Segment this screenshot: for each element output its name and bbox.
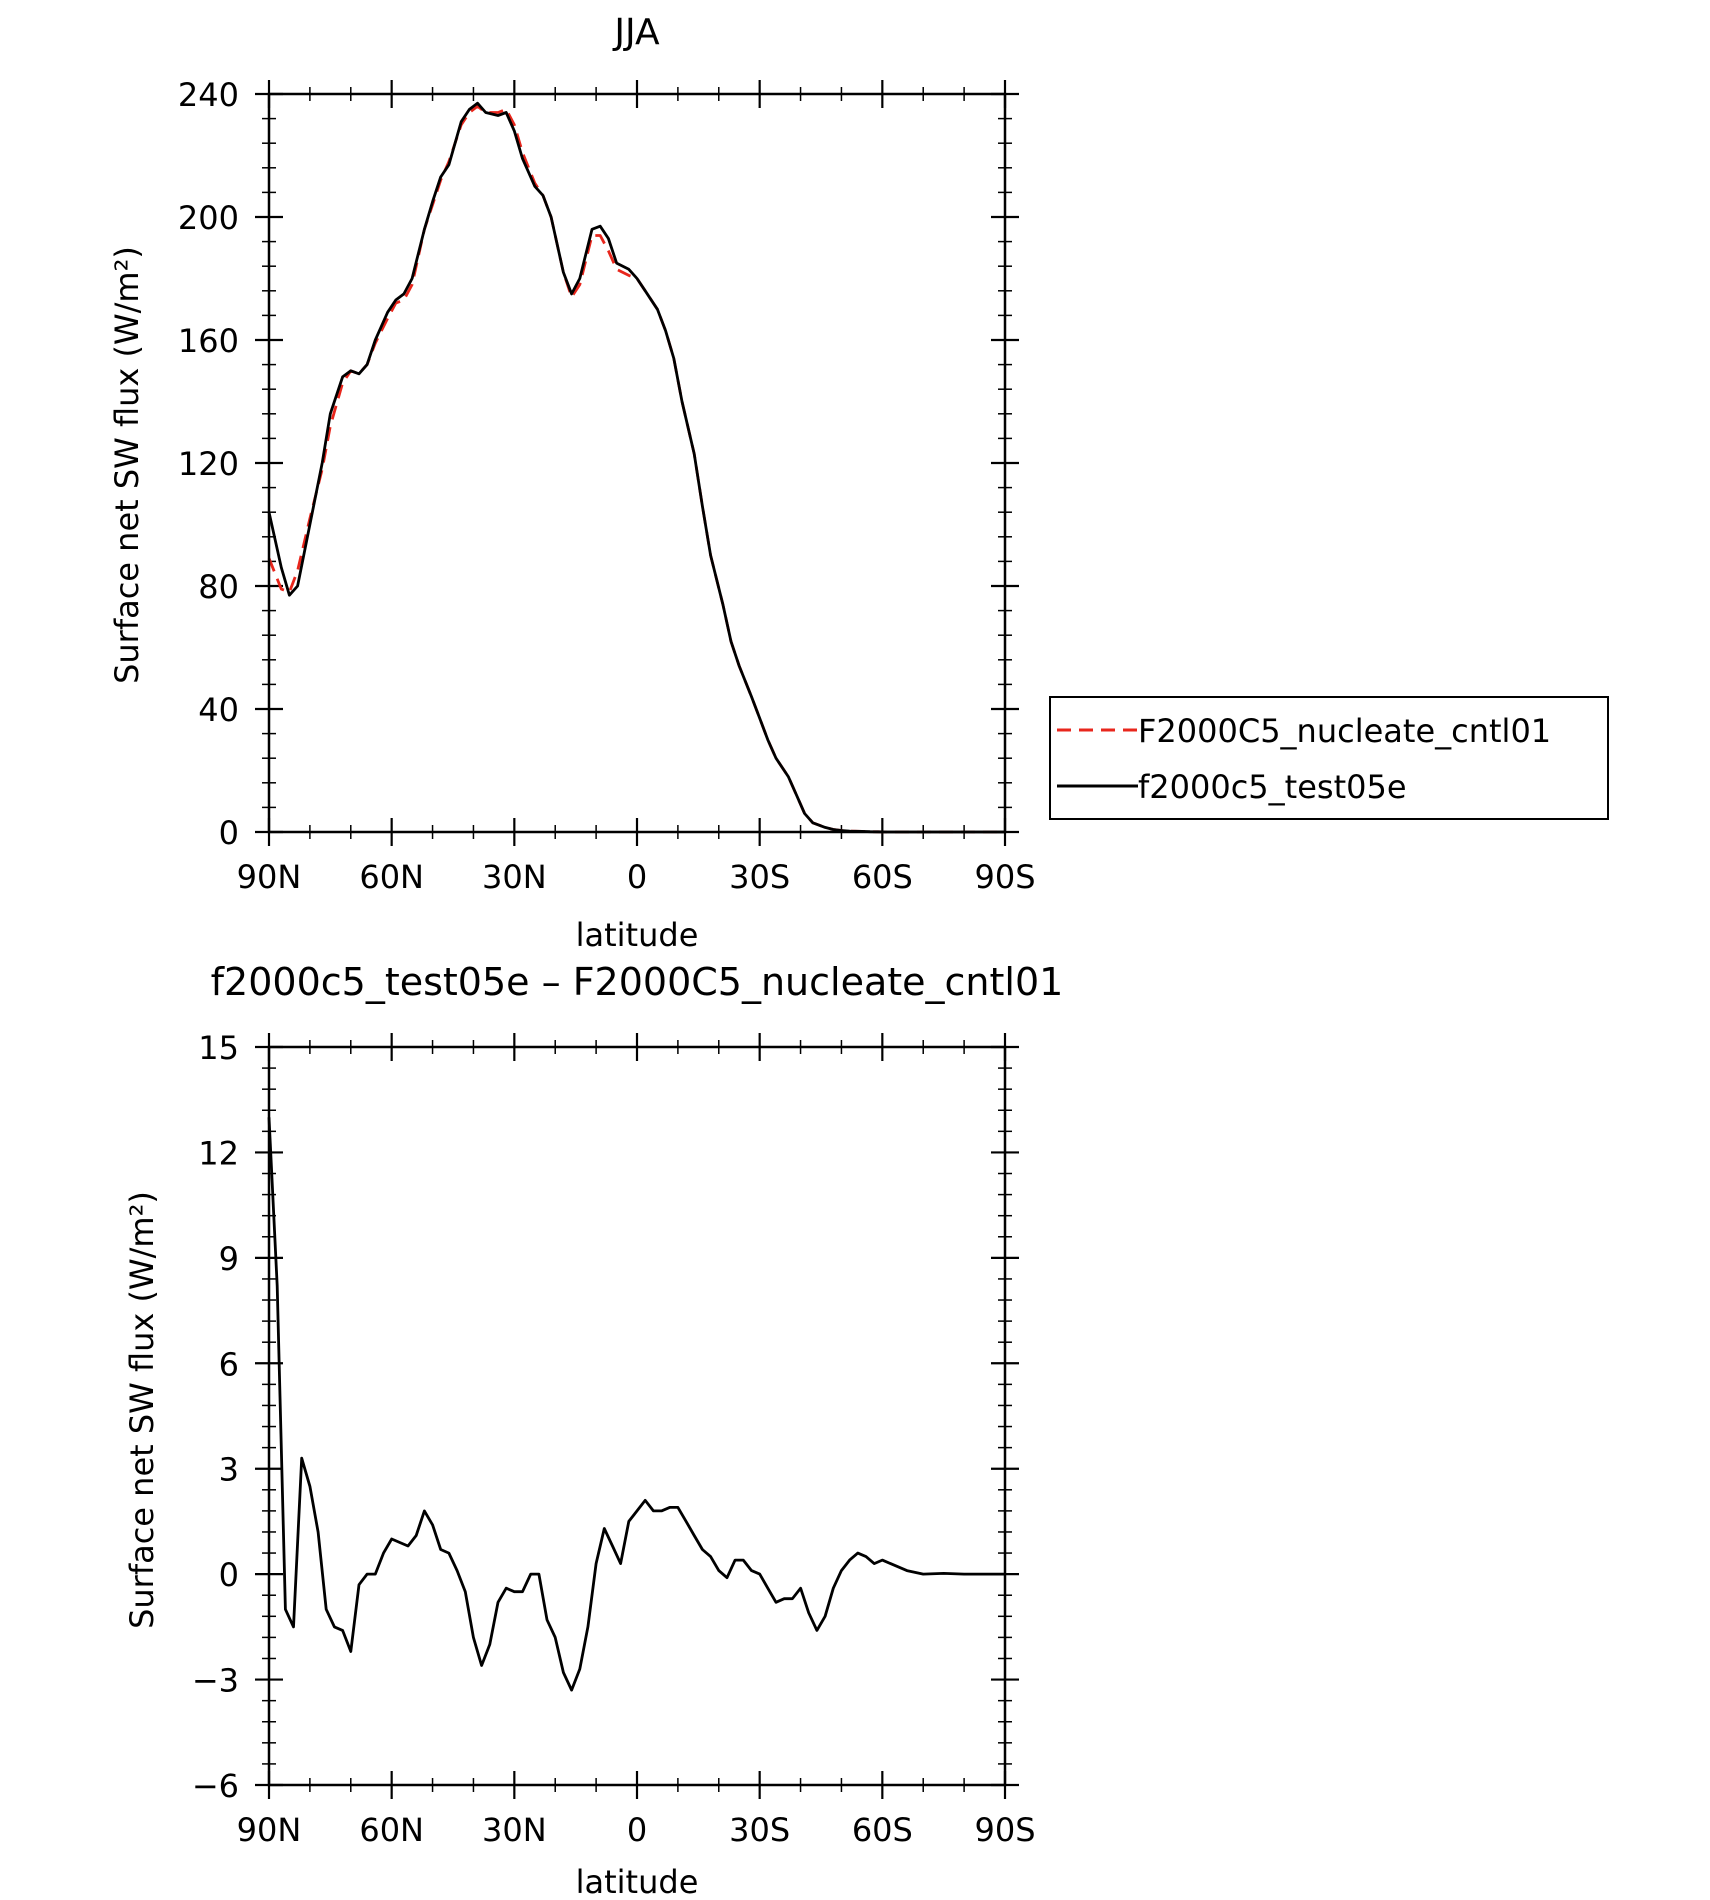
top-plot-frame	[267, 92, 1007, 834]
top-y-axis-label: Surface net SW flux (W/m²)	[108, 246, 146, 684]
legend-box	[1049, 696, 1609, 820]
top-chart-title: JJA	[612, 12, 660, 53]
bottom-y-tick-label: 9	[219, 1240, 239, 1278]
bottom-x-tick-label: 90N	[237, 1811, 302, 1849]
top-x-tick-label: 90N	[237, 858, 302, 896]
bottom-y-tick-label: 0	[219, 1556, 239, 1594]
bottom-x-axis-label: latitude	[576, 1863, 699, 1900]
bottom-series-line-0	[267, 1117, 1005, 1692]
top-x-tick-label: 90S	[974, 858, 1035, 896]
top-y-tick-label: 160	[178, 322, 239, 360]
bottom-y-tick-label: 6	[219, 1345, 239, 1383]
bottom-y-axis-label: Surface net SW flux (W/m²)	[123, 1191, 161, 1629]
top-y-tick-label: 80	[198, 568, 239, 606]
top-x-tick-label: 60S	[852, 858, 913, 896]
legend-label-test: f2000c5_test05e	[1138, 768, 1407, 806]
bottom-x-axis: 90N 60N 30N 0 30S 60S 90S	[237, 1033, 1036, 1849]
bottom-chart-title: f2000c5_test05e – F2000C5_nucleate_cntl0…	[211, 960, 1064, 1004]
top-y-tick-label: 120	[178, 445, 239, 483]
legend-label-cntl: F2000C5_nucleate_cntl01	[1138, 712, 1551, 750]
bottom-x-tick-label: 60S	[852, 1811, 913, 1849]
top-y-tick-label: 200	[178, 199, 239, 237]
top-y-tick-label: 0	[219, 814, 239, 852]
top-x-axis-label: latitude	[576, 916, 699, 954]
top-y-axis: 0 40 80 120 160 200 240	[178, 76, 1019, 852]
top-x-tick-label: 0	[627, 858, 647, 896]
top-y-tick-label: 40	[198, 691, 239, 729]
bottom-y-tick-label: 15	[198, 1029, 239, 1067]
top-x-tick-label: 30N	[482, 858, 547, 896]
top-x-tick-label: 30S	[729, 858, 790, 896]
bottom-y-tick-label: 3	[219, 1451, 239, 1489]
bottom-y-tick-label: −3	[192, 1662, 239, 1700]
top-y-tick-label: 240	[178, 76, 239, 114]
legend: F2000C5_nucleate_cntl01 f2000c5_test05e	[1049, 696, 1609, 820]
bottom-y-tick-label: −6	[192, 1767, 239, 1805]
top-series-line-1	[267, 101, 1005, 834]
top-series-line-0	[267, 104, 1005, 834]
bottom-x-tick-label: 30S	[729, 1811, 790, 1849]
bottom-plot-lines	[267, 1117, 1005, 1692]
bottom-x-tick-label: 0	[627, 1811, 647, 1849]
bottom-panel: f2000c5_test05e – F2000C5_nucleate_cntl0…	[123, 960, 1063, 1900]
top-x-tick-label: 60N	[359, 858, 424, 896]
bottom-x-tick-label: 60N	[359, 1811, 424, 1849]
bottom-y-tick-label: 12	[198, 1134, 239, 1172]
bottom-plot-frame	[267, 1045, 1007, 1787]
bottom-x-tick-label: 30N	[482, 1811, 547, 1849]
top-x-axis: 90N 60N 30N 0 30S 60S 90S	[237, 80, 1036, 896]
bottom-y-axis: −6 −3 0 3 6 9 12 15	[192, 1029, 1019, 1805]
top-plot-lines	[267, 101, 1005, 834]
bottom-x-tick-label: 90S	[974, 1811, 1035, 1849]
